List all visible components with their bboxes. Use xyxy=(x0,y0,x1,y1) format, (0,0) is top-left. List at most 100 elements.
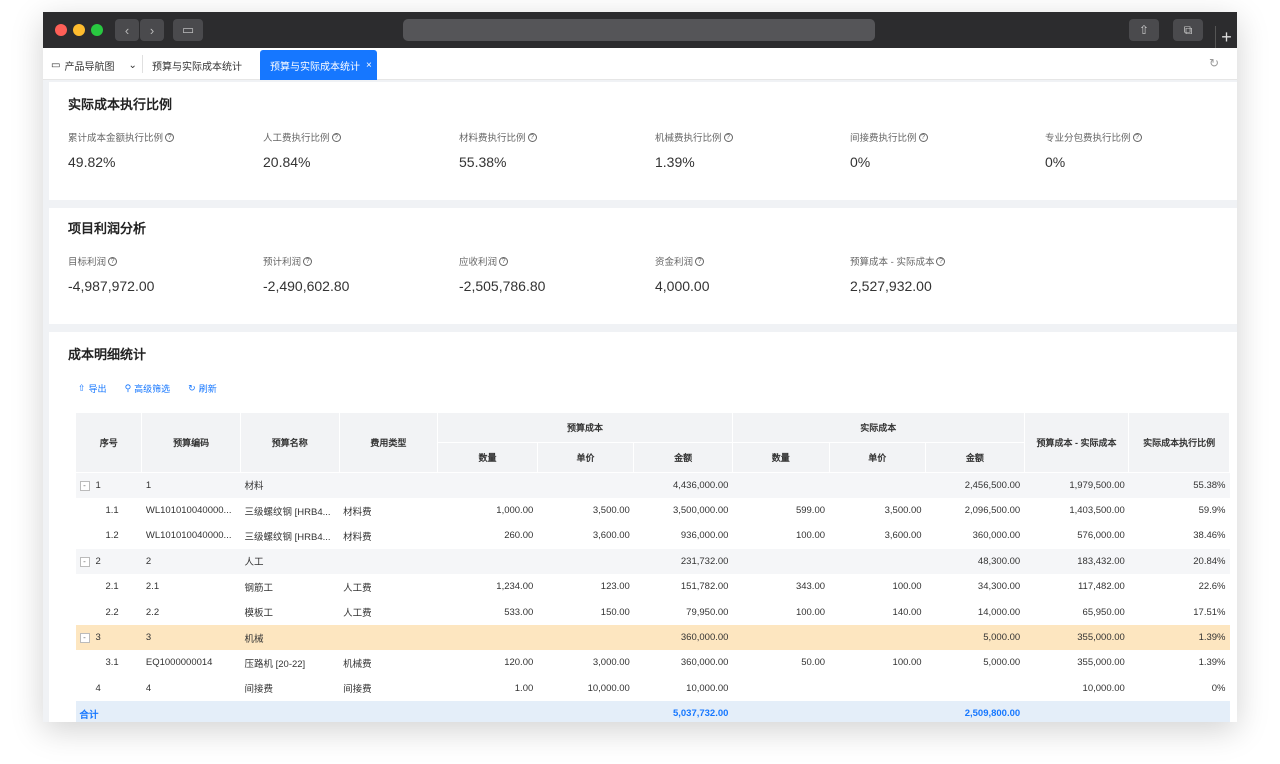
help-icon[interactable]: ? xyxy=(499,256,509,266)
table-cell: 0% xyxy=(1211,682,1226,694)
table-cell: 人工费 xyxy=(343,582,372,594)
header-actual: 实际成本 xyxy=(731,412,1025,443)
table-cell: 1.39% xyxy=(1128,624,1230,651)
metric-label: 间接费执行比例 xyxy=(850,133,917,144)
table-cell: 2.2 xyxy=(76,599,142,624)
metric-target-profit: 目标利润? -4,987,972.00 xyxy=(68,254,154,294)
table-cell: WL101010040000... xyxy=(145,505,232,517)
table-cell: 231,732.00 xyxy=(633,548,733,575)
header-actual-qty: 数量 xyxy=(731,442,830,473)
cell-text: 2.2 xyxy=(105,606,119,618)
help-icon[interactable]: ? xyxy=(331,132,341,142)
help-icon[interactable]: ? xyxy=(165,132,175,142)
table-row[interactable]: 2.2 2.2 模板工 人工费 533.00 150.00 79,950.00 100.00 1… xyxy=(76,599,1230,624)
table-cell: 151,782.00 xyxy=(680,581,729,593)
total-cell: 合计 xyxy=(75,701,142,722)
cell-text: 3 xyxy=(95,632,101,644)
metric-receivable-profit: 应收利润? -2,505,786.80 xyxy=(459,254,545,294)
close-icon[interactable]: × xyxy=(366,59,372,71)
table-cell: 100.00 xyxy=(892,657,922,669)
table-row[interactable]: 1.1 WL101010040000... 三级螺纹钢 [HRB4... 材料费 1,0… xyxy=(76,498,1230,523)
filter-icon: ⚲ xyxy=(124,383,132,393)
table-cell: 50.00 xyxy=(801,657,826,669)
maximize-window-button[interactable] xyxy=(91,24,103,36)
metric-label: 目标利润 xyxy=(68,257,107,268)
new-tab-icon[interactable]: + xyxy=(1215,26,1237,48)
cell-text: 1.2 xyxy=(105,530,119,542)
total-cell: 2,509,800.00 xyxy=(925,701,1025,722)
header-budget-qty: 数量 xyxy=(437,442,538,473)
table-row[interactable]: 4 4 间接费 间接费 1.00 10,000.00 10,000.00 10,000.00 0… xyxy=(76,676,1230,701)
table-cell: 1,403,500.00 xyxy=(1069,505,1125,517)
help-icon[interactable]: ? xyxy=(695,256,705,266)
tabs-overview-icon[interactable]: ⧉ xyxy=(1173,19,1203,41)
export-button[interactable]: ⇧ 导出 xyxy=(78,382,107,395)
table-cell xyxy=(339,548,438,575)
metric-expected-profit: 预计利润? -2,490,602.80 xyxy=(263,254,349,294)
product-nav-menu[interactable]: ▭ 产品导航图 ⌄ xyxy=(51,58,137,73)
metric-subcontract-ratio: 专业分包费执行比例? 0% xyxy=(1045,130,1142,170)
table-body: -1 1 材料 4,436,000.00 2,456,500.00 1,979,500.0… xyxy=(75,472,1230,722)
table-cell: 183,432.00 xyxy=(1024,548,1129,575)
forward-icon[interactable]: › xyxy=(140,19,164,41)
table-cell xyxy=(437,624,538,651)
back-icon[interactable]: ‹ xyxy=(115,19,139,41)
help-icon[interactable]: ? xyxy=(303,256,313,266)
header-seq: 序号 xyxy=(74,412,143,473)
table-cell xyxy=(732,472,830,498)
table-cell: 10,000.00 xyxy=(1082,682,1125,694)
help-icon[interactable]: ? xyxy=(918,132,928,142)
tab-budget-stats-active[interactable]: 预算与实际成本统计 × xyxy=(260,50,377,80)
table-cell: 1.00 xyxy=(514,682,534,694)
header-actual-amount: 金额 xyxy=(925,442,1025,473)
ratio-title: 实际成本执行比例 xyxy=(68,97,173,112)
reload-icon[interactable]: ↻ xyxy=(1208,56,1219,70)
metric-value: 55.38% xyxy=(459,154,507,170)
table-cell xyxy=(732,676,829,701)
total-cell xyxy=(339,701,438,722)
close-window-button[interactable] xyxy=(55,24,67,36)
table-cell: 三级螺纹钢 [HRB4... xyxy=(244,531,331,543)
share-icon[interactable]: ⇧ xyxy=(1129,19,1159,41)
table-row[interactable]: 3.1 EQ1000000014 压路机 [20-22] 机械费 120.00 3,000… xyxy=(76,650,1230,675)
metric-label: 资金利润 xyxy=(655,257,694,268)
table-cell: 钢筋工 xyxy=(244,582,273,594)
table-cell: 5,000.00 xyxy=(925,624,1025,651)
tab-label: 预算与实际成本统计 xyxy=(270,61,360,73)
address-bar[interactable] xyxy=(403,19,875,41)
collapse-toggle-icon[interactable]: - xyxy=(79,480,90,491)
table-cell: -1 xyxy=(75,472,142,498)
filter-button[interactable]: ⚲ 高级筛选 xyxy=(125,382,171,395)
metric-material-ratio: 材料费执行比例? 55.38% xyxy=(459,130,537,170)
header-budget-price: 单价 xyxy=(536,442,635,473)
help-icon[interactable]: ? xyxy=(936,256,946,266)
collapse-toggle-icon[interactable]: - xyxy=(79,633,90,644)
minimize-window-button[interactable] xyxy=(73,24,85,36)
table-cell: 17.51% xyxy=(1193,606,1226,618)
total-cell xyxy=(1024,701,1129,722)
table-row[interactable]: -1 1 材料 4,436,000.00 2,456,500.00 1,979,500.0… xyxy=(75,472,1230,498)
table-row[interactable]: 2.1 2.1 钢筋工 人工费 1,234.00 123.00 151,782.00 343.… xyxy=(76,574,1230,599)
table-row[interactable]: -2 2 人工 231,732.00 48,300.00 183,432.00 20.84% xyxy=(75,548,1230,575)
table-cell: 123.00 xyxy=(600,581,630,593)
table-cell: 模板工 xyxy=(244,608,273,620)
sidebar-toggle-icon[interactable]: ▭ xyxy=(173,19,203,41)
table-cell: 343.00 xyxy=(795,581,826,593)
refresh-button[interactable]: ↻ 刷新 xyxy=(188,382,217,395)
tab-budget-stats[interactable]: 预算与实际成本统计 xyxy=(152,62,242,73)
help-icon[interactable]: ? xyxy=(527,132,537,142)
cell-text: 2 xyxy=(95,555,101,567)
table-cell: 压路机 [20-22] xyxy=(244,658,306,670)
collapse-toggle-icon[interactable]: - xyxy=(79,556,90,567)
metric-value: 1.39% xyxy=(655,154,695,170)
table-cell: 3,500,000.00 xyxy=(672,505,729,517)
table-cell: 2,096,500.00 xyxy=(964,505,1021,517)
table-cell: 5,000.00 xyxy=(983,657,1021,669)
metric-value: 0% xyxy=(1045,154,1066,170)
table-cell xyxy=(537,624,634,651)
table-row[interactable]: -3 3 机械 360,000.00 5,000.00 355,000.00 1.39% xyxy=(75,624,1230,651)
help-icon[interactable]: ? xyxy=(1132,132,1142,142)
help-icon[interactable]: ? xyxy=(108,256,118,266)
help-icon[interactable]: ? xyxy=(723,132,733,142)
table-row[interactable]: 1.2 WL101010040000... 三级螺纹钢 [HRB4... 材料费 260… xyxy=(76,523,1230,548)
